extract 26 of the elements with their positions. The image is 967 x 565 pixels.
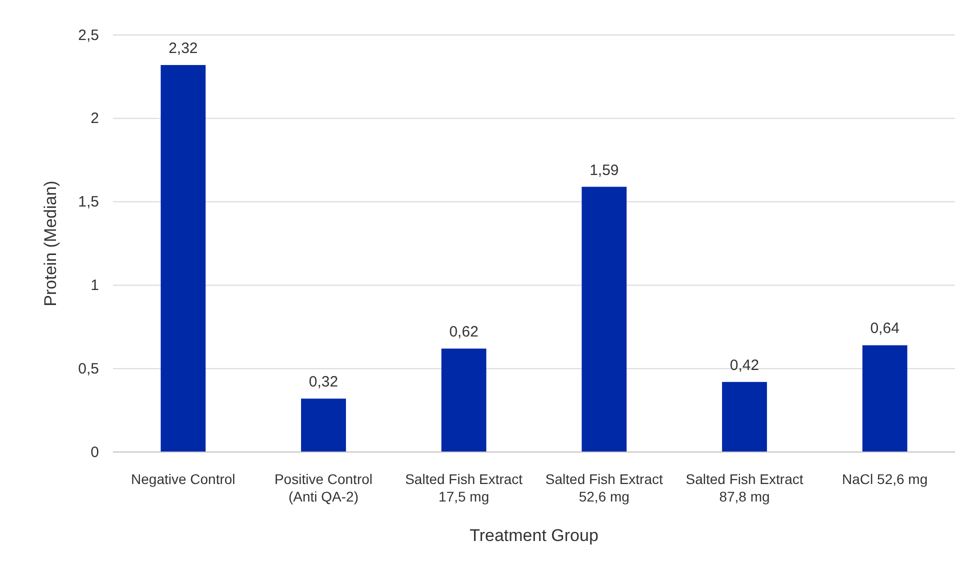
data-label: 0,64 [870, 320, 900, 338]
bar [301, 398, 346, 452]
x-tick-label: Positive Control (Anti QA-2) [274, 471, 373, 504]
y-tick-label: 1,5 [78, 194, 99, 211]
data-label: 0,62 [449, 324, 478, 341]
x-tick-label: NaCl 52,6 mg [842, 471, 928, 487]
bar [722, 382, 767, 452]
y-tick-label: 1 [90, 277, 99, 294]
y-tick-label: 2,5 [78, 26, 99, 44]
y-tick-label: 0 [90, 444, 99, 461]
x-tick-label: Negative Control [131, 471, 236, 487]
bar [582, 186, 627, 452]
x-axis-title: Treatment Group [470, 526, 598, 545]
x-tick-label: Salted Fish Extract 17,5 mg [405, 471, 523, 504]
bar [441, 348, 486, 452]
y-tick-label: 0,5 [78, 360, 99, 378]
y-tick-label: 2 [90, 110, 99, 128]
x-tick-label: Salted Fish Extract 52,6 mg [545, 471, 664, 504]
data-label: 2,32 [168, 40, 198, 58]
data-label: 1,59 [590, 162, 619, 179]
data-label: 0,32 [308, 374, 338, 391]
x-tick-label: Salted Fish Extract 87,8 mg [686, 471, 804, 504]
bar [160, 65, 206, 452]
bar [862, 345, 908, 452]
data-label: 0,42 [730, 356, 760, 374]
y-axis-title: Protein (Median) [41, 180, 60, 306]
